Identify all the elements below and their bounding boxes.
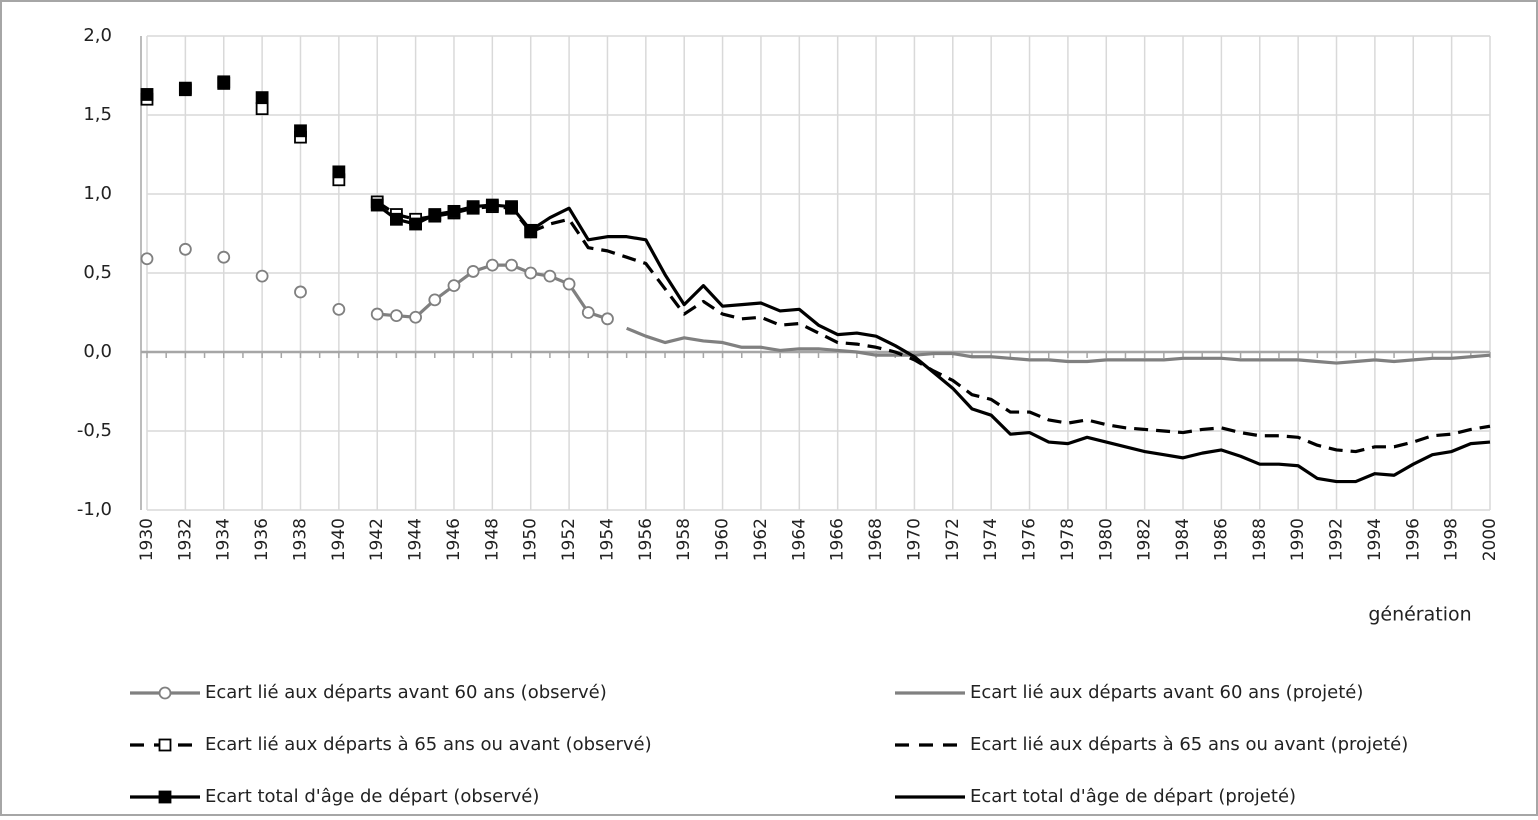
x-tick-label: 1954: [597, 518, 617, 561]
x-tick-label: 1988: [1250, 518, 1270, 561]
series-line: [530, 217, 1491, 454]
point: [370, 198, 384, 212]
x-tick-label: 1960: [713, 518, 733, 561]
legend-label: Ecart lié aux départs à 65 ans ou avant …: [205, 734, 652, 755]
x-tick-label: 1968: [866, 518, 886, 561]
y-tick-label: 0,5: [83, 262, 112, 283]
point: [466, 200, 480, 214]
point: [409, 310, 423, 324]
point: [466, 265, 480, 278]
point: [255, 269, 269, 283]
x-axis-label: génération: [1368, 604, 1471, 626]
point: [255, 91, 269, 105]
x-tick-label: 1984: [1173, 518, 1193, 561]
x-tick-label: 1942: [367, 518, 387, 561]
legend-label: Ecart total d'âge de départ (projeté): [970, 786, 1296, 807]
y-tick-label: 1,0: [83, 183, 112, 204]
x-tick-label: 1976: [1020, 518, 1040, 561]
x-tick-label: 1962: [751, 518, 771, 561]
x-tick-label: 1982: [1135, 518, 1155, 561]
x-tick-label: 1994: [1365, 518, 1385, 561]
point: [447, 204, 461, 218]
legend-label: Ecart lié aux départs à 65 ans ou avant …: [970, 734, 1408, 755]
point: [485, 258, 499, 272]
x-tick-label: 1964: [789, 518, 809, 561]
point: [601, 312, 614, 326]
legend-marker: [158, 738, 172, 752]
series-line: [626, 326, 1491, 365]
point: [428, 293, 442, 307]
point: [562, 277, 576, 291]
x-tick-label: 1992: [1327, 518, 1347, 561]
point: [485, 198, 499, 212]
x-tick-label: 1998: [1442, 518, 1462, 561]
x-tick-label: 1938: [290, 518, 310, 561]
x-tick-label: 2000: [1480, 518, 1500, 561]
point: [294, 124, 307, 138]
point: [255, 102, 269, 116]
point: [505, 200, 518, 214]
legend-label: Ecart total d'âge de départ (observé): [205, 786, 539, 807]
legend-marker: [158, 686, 172, 700]
x-tick-label: 1986: [1211, 518, 1231, 561]
point: [294, 285, 307, 299]
point: [178, 81, 192, 95]
point: [428, 208, 442, 221]
x-tick-label: 1946: [444, 518, 464, 561]
y-tick-label: 1,5: [83, 104, 112, 125]
y-tick-label: -0,5: [77, 420, 112, 441]
legend-marker: [158, 790, 172, 804]
point: [370, 307, 384, 321]
point: [140, 252, 154, 266]
point: [505, 258, 518, 272]
point: [217, 250, 231, 264]
legend-label: Ecart lié aux départs avant 60 ans (proj…: [970, 682, 1363, 703]
point: [217, 75, 231, 89]
x-tick-label: 1996: [1403, 518, 1423, 561]
series-line: [529, 206, 1491, 484]
point: [140, 88, 154, 101]
x-tick-label: 1950: [521, 518, 541, 561]
point: [332, 165, 346, 179]
point: [447, 279, 461, 293]
x-tick-label: 1940: [329, 518, 349, 561]
point: [524, 266, 538, 280]
x-tick-label: 1952: [559, 518, 579, 561]
point: [390, 212, 403, 226]
x-tick-label: 1974: [981, 518, 1001, 561]
x-tick-label: 1956: [636, 518, 656, 561]
x-tick-label: 1936: [252, 518, 272, 561]
x-tick-label: 1966: [828, 518, 848, 561]
x-tick-label: 1978: [1058, 518, 1078, 561]
y-tick-label: 2,0: [83, 25, 112, 46]
y-tick-label: -1,0: [77, 499, 112, 520]
point: [178, 242, 192, 256]
legend-label: Ecart lié aux départs avant 60 ans (obse…: [205, 682, 607, 703]
point: [332, 302, 346, 316]
x-tick-label: 1948: [482, 518, 502, 561]
point: [581, 306, 595, 319]
y-tick-label: 0,0: [83, 341, 112, 362]
point: [543, 269, 557, 283]
x-tick-label: 1970: [904, 518, 924, 561]
x-tick-label: 1930: [137, 518, 157, 561]
x-tick-label: 1958: [674, 518, 694, 561]
x-tick-label: 1934: [214, 518, 234, 561]
x-tick-label: 1932: [175, 518, 195, 561]
point: [409, 217, 423, 231]
x-tick-label: 1980: [1096, 518, 1116, 561]
x-tick-label: 1972: [943, 518, 963, 561]
point: [390, 309, 403, 323]
x-tick-label: 1990: [1288, 518, 1308, 561]
x-tick-label: 1944: [406, 518, 426, 561]
